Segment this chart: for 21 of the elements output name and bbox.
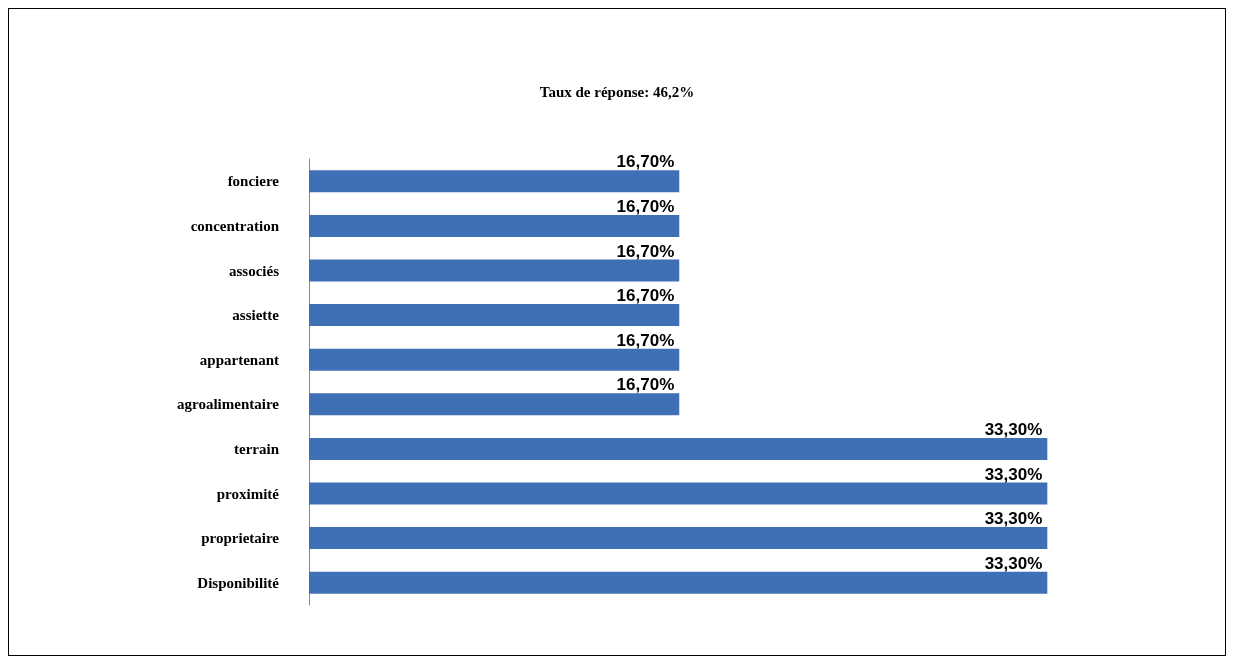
chart-title: Taux de réponse: 46,2% <box>539 83 695 100</box>
data-label: 33,30% <box>984 464 1043 484</box>
y-tick-label: assiette <box>232 307 280 324</box>
y-tick-label: terrain <box>234 440 280 457</box>
data-label: 33,30% <box>984 509 1043 529</box>
data-label: 16,70% <box>616 375 675 395</box>
data-label: 16,70% <box>616 152 675 172</box>
data-label: 16,70% <box>616 286 675 306</box>
data-label: 16,70% <box>616 330 675 350</box>
data-label: 33,30% <box>984 419 1043 439</box>
y-tick-label: proximité <box>216 485 280 502</box>
y-tick-label: agroalimentaire <box>177 396 280 413</box>
y-tick-label: proprietaire <box>201 530 280 547</box>
data-label: 16,70% <box>616 196 675 216</box>
y-tick-label: Disponibilité <box>197 574 280 591</box>
y-tick-label: concentration <box>190 217 280 234</box>
data-label: 16,70% <box>616 241 675 261</box>
y-tick-label: appartenant <box>199 351 279 368</box>
y-tick-label: fonciere <box>227 173 280 190</box>
y-tick-label: associés <box>229 262 280 279</box>
data-label: 33,30% <box>984 553 1043 573</box>
